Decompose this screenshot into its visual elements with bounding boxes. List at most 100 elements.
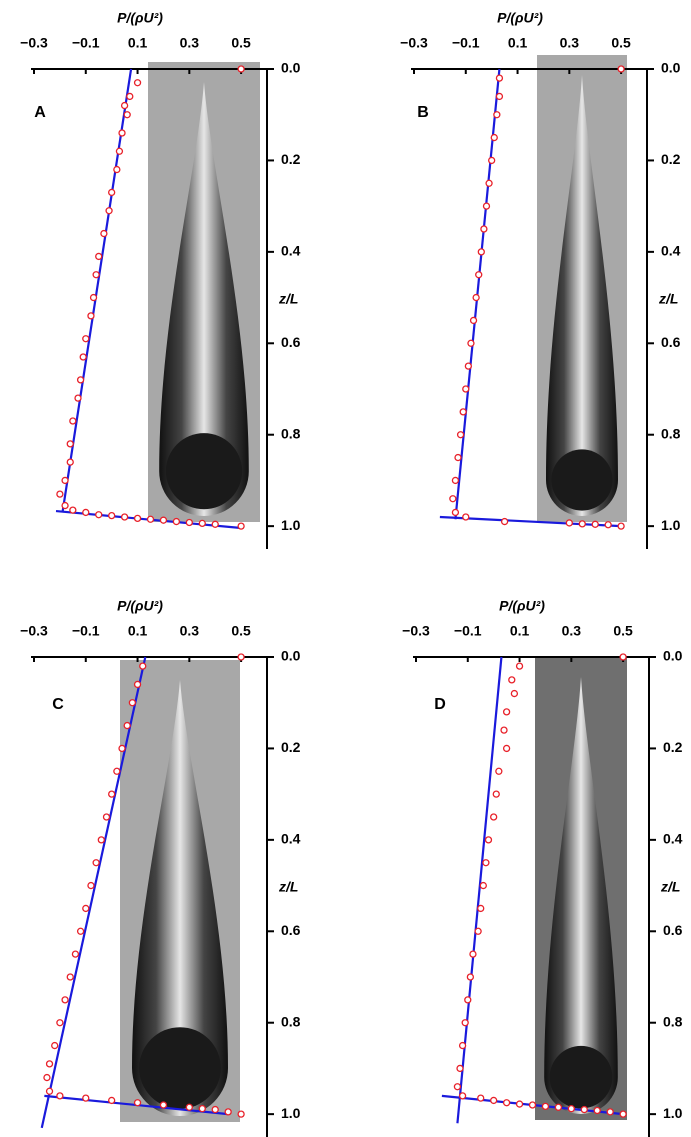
- data-point: [456, 1064, 464, 1073]
- panel-label: D: [434, 696, 446, 713]
- drop: [159, 82, 249, 516]
- data-point: [500, 726, 508, 734]
- data-point: [477, 248, 485, 256]
- data-point: [479, 881, 487, 890]
- data-point: [462, 385, 470, 393]
- panel: −0.3 −0.1 0.1 0.3 0.5 0.0 0.2 0.4 0.6 0.8 1.0 P/(ρU…: [400, 10, 681, 549]
- data-point: [123, 111, 131, 119]
- y-axis-title: z/L: [278, 879, 298, 895]
- data-point: [237, 1110, 245, 1118]
- data-point: [95, 252, 103, 261]
- data-point: [66, 440, 74, 448]
- y-tick-label: 0.8: [661, 425, 681, 441]
- x-tick-label: −0.3: [20, 623, 48, 639]
- y-tick-label: 1.0: [663, 1105, 683, 1121]
- data-point: [477, 904, 485, 913]
- data-point: [102, 813, 111, 821]
- data-point: [493, 111, 501, 119]
- data-point: [74, 394, 82, 402]
- data-point: [593, 1106, 601, 1115]
- panel-label: C: [52, 696, 64, 713]
- data-point: [467, 339, 475, 347]
- y-tick-label: 0.2: [663, 739, 683, 755]
- data-point: [224, 1108, 232, 1116]
- x-tick-label: 0.3: [180, 35, 200, 51]
- x-tick-label: 0.5: [613, 623, 633, 639]
- data-point: [45, 1060, 54, 1068]
- data-point: [71, 950, 80, 958]
- data-point: [451, 476, 460, 485]
- y-tick-label: 0.8: [281, 425, 301, 441]
- x-tick-label: 0.3: [180, 623, 200, 639]
- y-tick-label: 1.0: [661, 517, 681, 533]
- drop-bottom: [165, 433, 243, 510]
- data-point: [82, 904, 90, 913]
- data-point: [211, 1105, 219, 1114]
- data-point: [469, 316, 478, 325]
- data-point: [61, 476, 69, 485]
- data-point: [69, 506, 77, 514]
- data-point: [475, 271, 483, 279]
- data-point: [108, 1096, 116, 1105]
- y-tick-label: 0.6: [661, 334, 681, 350]
- x-tick-label: −0.3: [402, 623, 430, 639]
- data-point: [128, 699, 137, 707]
- data-point: [87, 312, 95, 320]
- panel: −0.3 −0.1 0.1 0.3 0.5 0.0 0.2 0.4 0.6 0.8 1.0 P/(ρU…: [20, 10, 301, 549]
- y-tick-label: 0.6: [281, 922, 301, 938]
- data-point: [76, 376, 85, 384]
- data-point: [146, 515, 155, 523]
- data-point: [528, 1101, 537, 1109]
- data-point: [185, 518, 193, 527]
- data-point: [45, 1087, 54, 1095]
- fit-line: [40, 656, 147, 1129]
- data-point: [185, 1103, 193, 1111]
- data-point: [56, 1092, 64, 1100]
- data-point: [458, 1092, 467, 1100]
- panel: −0.3 −0.1 0.1 0.3 0.5 0.0 0.2 0.4 0.6 0.8 1.0 P/(ρU…: [402, 598, 683, 1137]
- data-point: [490, 813, 498, 821]
- data-point: [502, 1099, 511, 1107]
- data-point: [492, 790, 500, 798]
- fit-line: [61, 68, 133, 513]
- x-tick-label: 0.1: [128, 35, 148, 51]
- data-point: [567, 1105, 575, 1113]
- y-tick-label: 0.8: [281, 1013, 301, 1029]
- data-point: [580, 1105, 588, 1114]
- data-point: [108, 790, 116, 798]
- data-point: [459, 408, 467, 416]
- data-point: [502, 708, 511, 716]
- x-tick-label: −0.3: [20, 35, 48, 51]
- data-point: [66, 973, 74, 981]
- data-point: [541, 1102, 550, 1111]
- y-tick-label: 0.0: [663, 648, 683, 664]
- data-point: [554, 1103, 563, 1111]
- data-point: [133, 680, 142, 689]
- data-point: [461, 1019, 469, 1027]
- x-tick-label: −0.1: [72, 35, 100, 51]
- data-point: [69, 417, 77, 425]
- drop-bottom: [549, 1045, 613, 1109]
- y-axis-title: z/L: [278, 291, 298, 307]
- drop: [132, 680, 228, 1116]
- data-point: [453, 1083, 462, 1091]
- y-axis-title: z/L: [660, 879, 680, 895]
- data-point: [159, 1101, 168, 1109]
- data-point: [500, 517, 509, 526]
- y-tick-label: 0.4: [663, 831, 683, 847]
- x-axis-title: P/(ρU²): [499, 598, 545, 614]
- data-point: [515, 1100, 524, 1108]
- data-point: [118, 129, 126, 137]
- data-point: [43, 1073, 51, 1082]
- data-point: [477, 1094, 485, 1102]
- data-point: [508, 676, 516, 684]
- data-point: [82, 335, 90, 343]
- data-point: [237, 65, 245, 73]
- data-point: [617, 65, 625, 73]
- data-point: [113, 767, 121, 775]
- y-tick-label: 0.2: [281, 151, 301, 167]
- data-point: [76, 927, 85, 935]
- drop: [544, 677, 618, 1114]
- data-point: [485, 179, 493, 187]
- data-point: [113, 165, 121, 174]
